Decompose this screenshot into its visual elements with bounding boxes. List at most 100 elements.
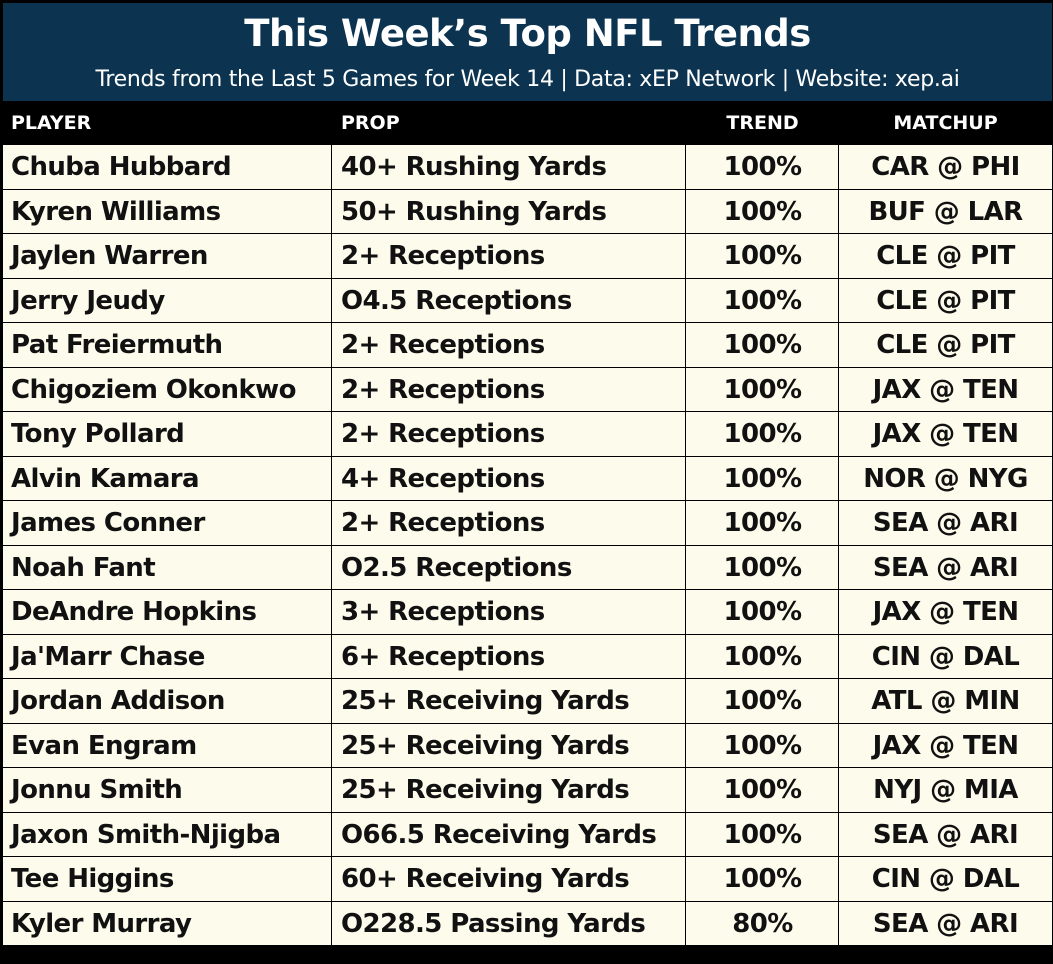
cell-trend: 100%	[687, 234, 839, 278]
table-row: Evan Engram 25+ Receiving Yards 100% JAX @ …	[3, 723, 1052, 768]
table-row: Jordan Addison 25+ Receiving Yards 100% ATL…	[3, 679, 1052, 724]
cell-prop: 40+ Rushing Yards	[333, 145, 686, 189]
cell-prop: 4+ Receptions	[333, 456, 686, 500]
cell-prop: 50+ Rushing Yards	[333, 189, 686, 233]
table-row: Jaxon Smith-Njigba O66.5 Receiving Yards 1…	[3, 812, 1052, 857]
table-row: Pat Freiermuth 2+ Receptions 100% CLE @ PIT	[3, 323, 1052, 368]
cell-matchup: JAX @ TEN	[872, 419, 1019, 449]
cell-player: Kyler Murray	[3, 901, 332, 945]
cell-trend: 100%	[687, 545, 839, 589]
cell-trend: 100%	[687, 278, 839, 322]
cell-trend: 100%	[687, 768, 839, 812]
cell-player: Jonnu Smith	[3, 768, 332, 812]
cell-matchup: CLE @ PIT	[876, 241, 1015, 271]
cell-player: James Conner	[3, 501, 332, 545]
cell-player: Jaxon Smith-Njigba	[3, 812, 332, 856]
table-row: Jaylen Warren 2+ Receptions 100% CLE @ PIT	[3, 234, 1052, 279]
cell-matchup: JAX @ TEN	[872, 730, 1019, 761]
table-row: Jerry Jeudy O4.5 Receptions 100% CLE @ PIT	[3, 278, 1052, 323]
cell-prop: 3+ Receptions	[333, 590, 686, 634]
cell-matchup: CIN @ DAL	[871, 864, 1020, 894]
table-row: James Conner 2+ Receptions 100% SEA @ ARI	[3, 501, 1052, 546]
cell-matchup: CAR @ PHI	[871, 152, 1020, 182]
cell-prop: 6+ Receptions	[333, 634, 686, 678]
page-subtitle: Trends from the Last 5 Games for Week 14…	[95, 67, 960, 92]
cell-player: Evan Engram	[3, 723, 332, 767]
cell-prop: O228.5 Passing Yards	[333, 901, 686, 945]
cell-player: Jaylen Warren	[3, 234, 332, 278]
cell-trend: 100%	[687, 679, 839, 723]
table-header: PLAYER PROP TREND MATCHUP	[3, 101, 1052, 145]
cell-prop: O4.5 Receptions	[333, 278, 686, 322]
cell-trend: 100%	[687, 189, 839, 233]
column-header-trend: TREND	[726, 112, 799, 134]
cell-trend: 100%	[687, 501, 839, 545]
cell-trend: 100%	[687, 590, 839, 634]
column-header-prop: PROP	[341, 112, 400, 134]
cell-prop: 2+ Receptions	[333, 501, 686, 545]
page-title: This Week’s Top NFL Trends	[244, 12, 811, 55]
table-row: Chigoziem Okonkwo 2+ Receptions 100% JAX @ …	[3, 367, 1052, 412]
cell-trend: 100%	[687, 812, 839, 856]
cell-prop: 25+ Receiving Yards	[333, 768, 686, 812]
cell-matchup: SEA @ ARI	[872, 552, 1019, 583]
cell-prop: O66.5 Receiving Yards	[333, 812, 686, 856]
cell-matchup: JAX @ TEN	[872, 374, 1019, 405]
cell-prop: 60+ Receiving Yards	[333, 857, 686, 901]
title-banner: This Week’s Top NFL Trends Trends from t…	[3, 3, 1052, 101]
cell-trend: 100%	[687, 145, 839, 189]
cell-matchup: SEA @ ARI	[872, 908, 1019, 939]
cell-trend: 80%	[687, 901, 839, 945]
cell-player: Chigoziem Okonkwo	[3, 367, 332, 411]
table-body: Chuba Hubbard 40+ Rushing Yards 100% CAR @ …	[3, 145, 1052, 946]
cell-prop: 2+ Receptions	[333, 323, 686, 367]
cell-matchup: BUF @ LAR	[868, 196, 1023, 227]
cell-matchup: JAX @ TEN	[872, 597, 1019, 627]
cell-player: Kyren Williams	[3, 189, 332, 233]
column-header-player: PLAYER	[11, 112, 92, 134]
table-row: Ja'Marr Chase 6+ Receptions 100% CIN @ DAL	[3, 634, 1052, 679]
cell-matchup: NYJ @ MIA	[873, 775, 1018, 805]
cell-player: Chuba Hubbard	[3, 145, 332, 189]
cell-trend: 100%	[687, 723, 839, 767]
column-header-matchup: MATCHUP	[893, 112, 998, 134]
cell-trend: 100%	[687, 367, 839, 411]
cell-prop: 2+ Receptions	[333, 367, 686, 411]
table-row: Tony Pollard 2+ Receptions 100% JAX @ TEN	[3, 412, 1052, 457]
table-row: Jonnu Smith 25+ Receiving Yards 100% NYJ @ …	[3, 768, 1052, 813]
cell-trend: 100%	[687, 634, 839, 678]
cell-matchup: SEA @ ARI	[872, 819, 1019, 850]
cell-player: Jerry Jeudy	[3, 278, 332, 322]
cell-player: Jordan Addison	[3, 679, 332, 723]
cell-prop: 25+ Receiving Yards	[333, 723, 686, 767]
table-row: Alvin Kamara 4+ Receptions 100% NOR @ NYG	[3, 456, 1052, 501]
cell-player: Noah Fant	[3, 545, 332, 589]
cell-matchup: NOR @ NYG	[863, 463, 1028, 494]
cell-matchup: CLE @ PIT	[876, 285, 1015, 316]
cell-player: DeAndre Hopkins	[3, 590, 332, 634]
table-row: DeAndre Hopkins 3+ Receptions 100% JAX @ TE…	[3, 590, 1052, 635]
cell-player: Tony Pollard	[3, 412, 332, 456]
table-row: Noah Fant O2.5 Receptions 100% SEA @ ARI	[3, 545, 1052, 590]
cell-prop: 2+ Receptions	[333, 234, 686, 278]
cell-prop: O2.5 Receptions	[333, 545, 686, 589]
cell-prop: 25+ Receiving Yards	[333, 679, 686, 723]
table-row: Kyler Murray O228.5 Passing Yards 80% SEA @…	[3, 901, 1052, 946]
cell-matchup: CLE @ PIT	[876, 330, 1015, 360]
cell-trend: 100%	[687, 857, 839, 901]
cell-player: Tee Higgins	[3, 857, 332, 901]
cell-prop: 2+ Receptions	[333, 412, 686, 456]
cell-player: Alvin Kamara	[3, 456, 332, 500]
table-row: Chuba Hubbard 40+ Rushing Yards 100% CAR @ …	[3, 145, 1052, 190]
cell-matchup: CIN @ DAL	[871, 641, 1020, 672]
cell-player: Pat Freiermuth	[3, 323, 332, 367]
cell-matchup: SEA @ ARI	[872, 508, 1019, 538]
cell-trend: 100%	[687, 456, 839, 500]
cell-trend: 100%	[687, 323, 839, 367]
cell-matchup: ATL @ MIN	[871, 686, 1020, 716]
table-row: Tee Higgins 60+ Receiving Yards 100% CIN @ …	[3, 857, 1052, 902]
cell-trend: 100%	[687, 412, 839, 456]
cell-player: Ja'Marr Chase	[3, 634, 332, 678]
table-row: Kyren Williams 50+ Rushing Yards 100% BUF @…	[3, 189, 1052, 234]
